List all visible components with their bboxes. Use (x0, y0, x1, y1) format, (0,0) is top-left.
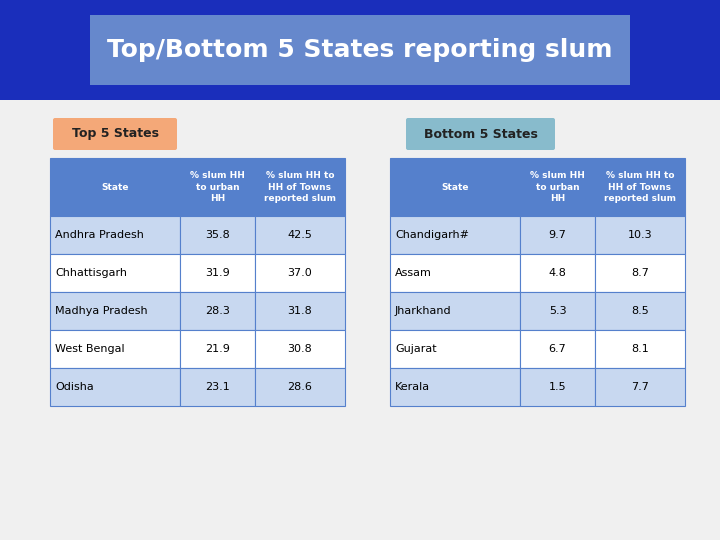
Text: Odisha: Odisha (55, 382, 94, 392)
Bar (180, 330, 255, 368)
Text: State: State (441, 183, 469, 192)
Text: Bottom 5 States: Bottom 5 States (423, 127, 537, 140)
Text: 21.9: 21.9 (205, 344, 230, 354)
Text: Top/Bottom 5 States reporting slum: Top/Bottom 5 States reporting slum (107, 38, 613, 62)
Bar (50, 368, 180, 406)
Bar (180, 292, 255, 330)
Text: 7.7: 7.7 (631, 382, 649, 392)
Bar (0, 0, 720, 100)
Bar (520, 330, 595, 368)
Bar (255, 330, 345, 368)
Text: 28.6: 28.6 (287, 382, 312, 392)
Text: 37.0: 37.0 (287, 268, 312, 278)
Bar (595, 330, 685, 368)
Bar (180, 158, 255, 216)
Bar (520, 292, 595, 330)
Bar (520, 216, 595, 254)
Text: Gujarat: Gujarat (395, 344, 436, 354)
Bar (595, 158, 685, 216)
Bar (50, 330, 180, 368)
Bar (595, 254, 685, 292)
Text: Chandigarh#: Chandigarh# (395, 230, 469, 240)
Text: % slum HH
to urban
HH: % slum HH to urban HH (190, 171, 245, 202)
Text: 8.5: 8.5 (631, 306, 649, 316)
Text: 23.1: 23.1 (205, 382, 230, 392)
Bar (390, 292, 520, 330)
Text: 8.1: 8.1 (631, 344, 649, 354)
Bar (50, 292, 180, 330)
Bar (255, 254, 345, 292)
FancyBboxPatch shape (53, 118, 177, 150)
Bar (50, 254, 180, 292)
Bar (390, 216, 520, 254)
Text: State: State (102, 183, 129, 192)
Text: 6.7: 6.7 (549, 344, 567, 354)
Bar (595, 216, 685, 254)
Text: Assam: Assam (395, 268, 432, 278)
Bar (255, 216, 345, 254)
Bar (390, 330, 520, 368)
Bar (255, 292, 345, 330)
Text: Andhra Pradesh: Andhra Pradesh (55, 230, 144, 240)
Bar (180, 368, 255, 406)
Text: 4.8: 4.8 (549, 268, 567, 278)
Text: 30.8: 30.8 (287, 344, 312, 354)
Bar (520, 368, 595, 406)
Bar (180, 254, 255, 292)
Text: 28.3: 28.3 (205, 306, 230, 316)
FancyBboxPatch shape (406, 118, 555, 150)
Text: 42.5: 42.5 (287, 230, 312, 240)
Text: 31.9: 31.9 (205, 268, 230, 278)
Text: Madhya Pradesh: Madhya Pradesh (55, 306, 148, 316)
Text: % slum HH
to urban
HH: % slum HH to urban HH (530, 171, 585, 202)
Bar (390, 254, 520, 292)
Bar (255, 158, 345, 216)
Bar (520, 158, 595, 216)
Text: Jharkhand: Jharkhand (395, 306, 451, 316)
Text: % slum HH to
HH of Towns
reported slum: % slum HH to HH of Towns reported slum (604, 171, 676, 202)
Text: 8.7: 8.7 (631, 268, 649, 278)
Text: 9.7: 9.7 (549, 230, 567, 240)
Bar (390, 158, 520, 216)
Bar (520, 254, 595, 292)
Bar (50, 158, 180, 216)
Text: West Bengal: West Bengal (55, 344, 125, 354)
Text: Kerala: Kerala (395, 382, 430, 392)
Bar (595, 292, 685, 330)
Text: 31.8: 31.8 (287, 306, 312, 316)
Bar (390, 368, 520, 406)
Bar (90, 15, 630, 85)
Text: Chhattisgarh: Chhattisgarh (55, 268, 127, 278)
Bar (180, 216, 255, 254)
Text: Top 5 States: Top 5 States (71, 127, 158, 140)
Text: 1.5: 1.5 (549, 382, 567, 392)
Text: 5.3: 5.3 (549, 306, 567, 316)
Text: % slum HH to
HH of Towns
reported slum: % slum HH to HH of Towns reported slum (264, 171, 336, 202)
Bar (50, 216, 180, 254)
Text: 35.8: 35.8 (205, 230, 230, 240)
Text: 10.3: 10.3 (628, 230, 652, 240)
Bar (255, 368, 345, 406)
Bar (595, 368, 685, 406)
